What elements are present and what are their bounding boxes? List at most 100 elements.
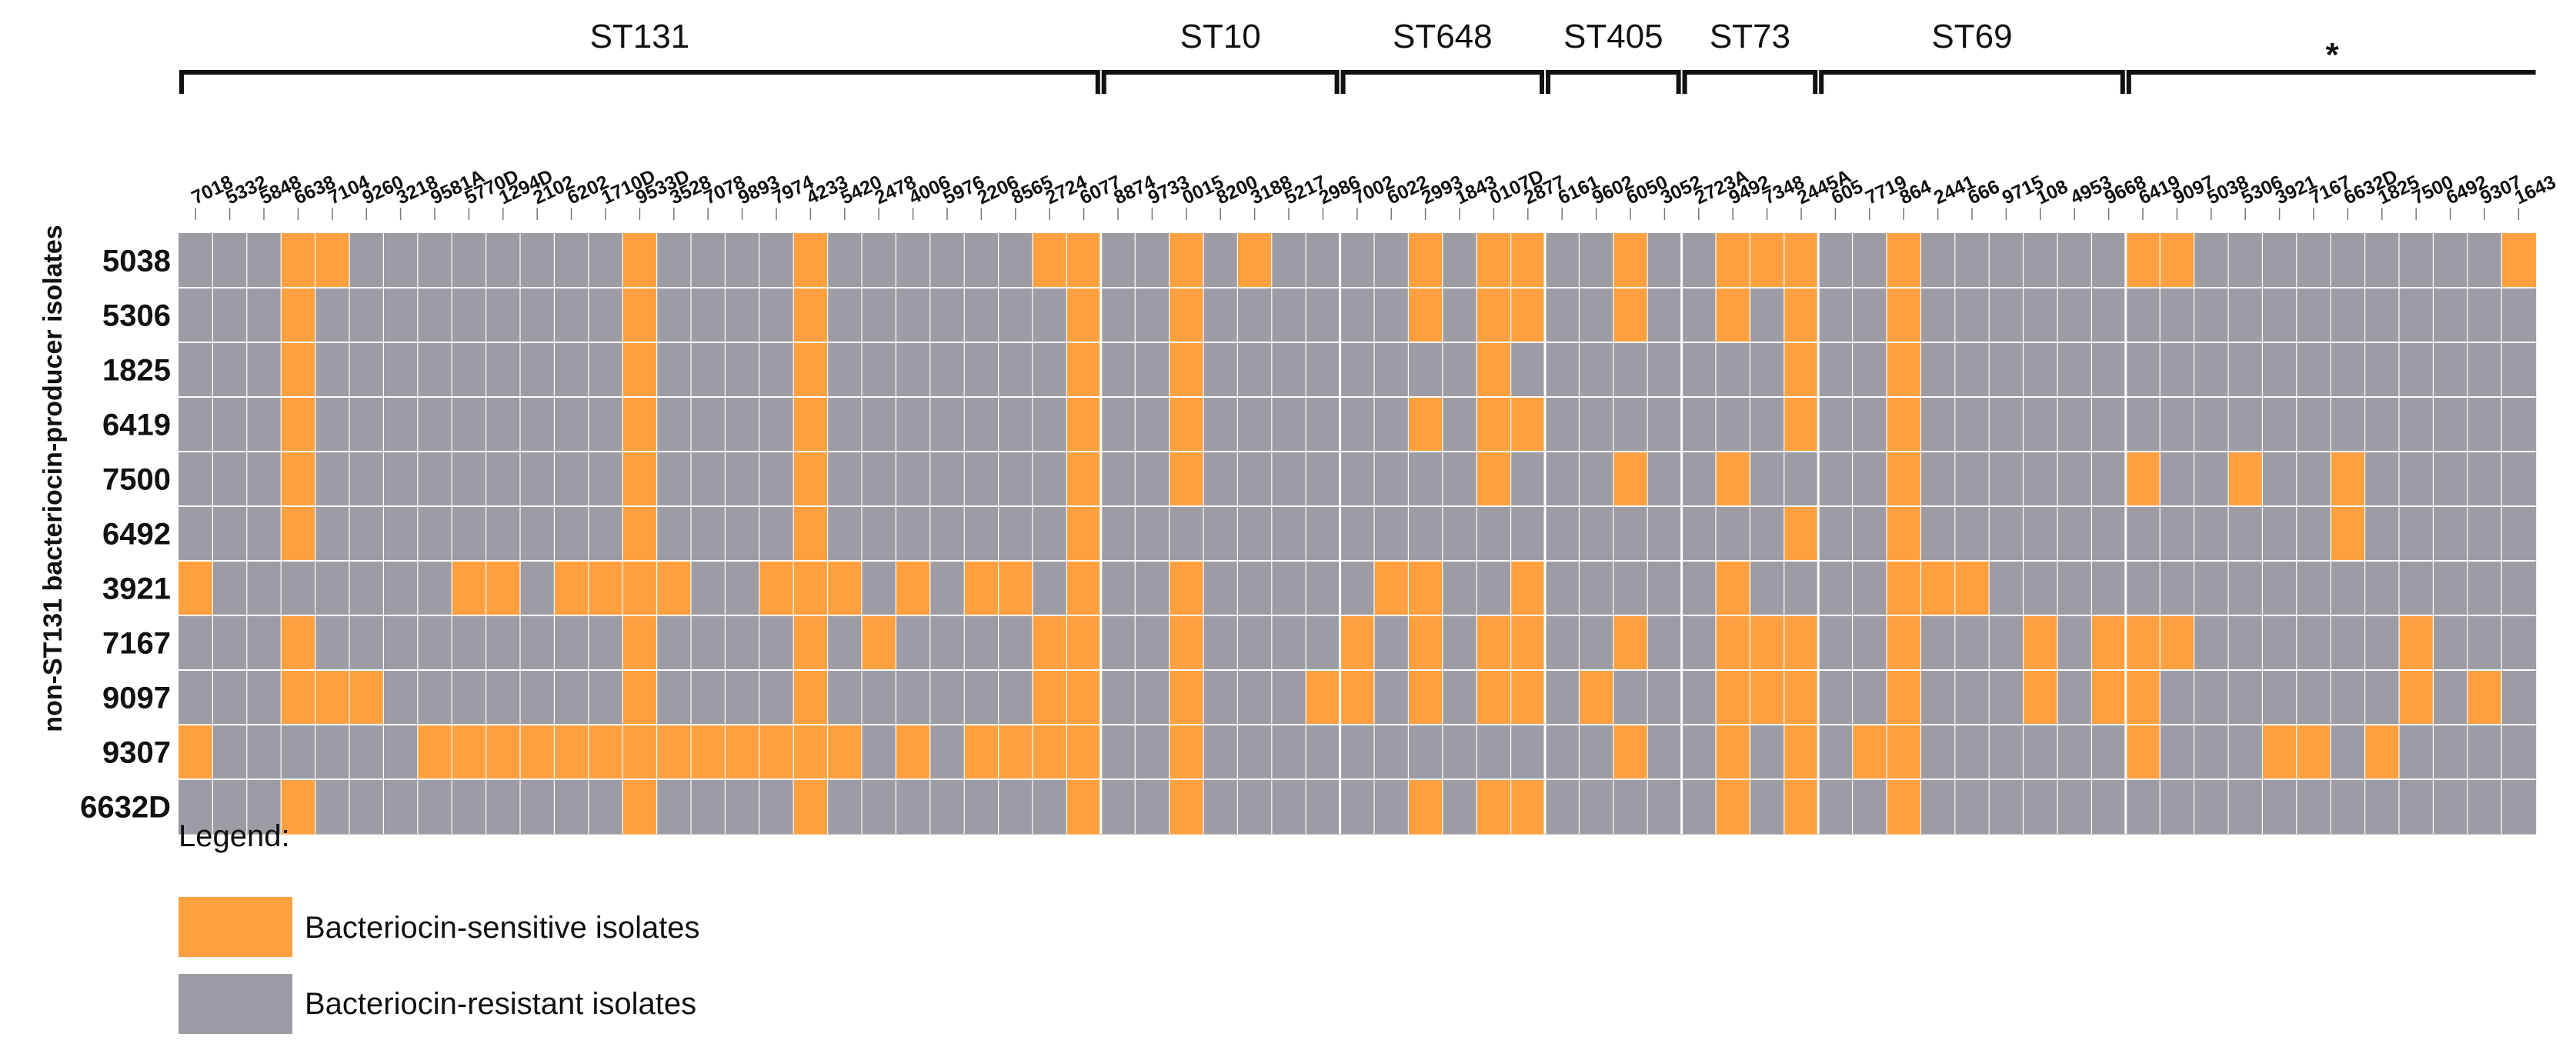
heatmap-cell bbox=[929, 342, 965, 398]
row-label: 6632D bbox=[80, 791, 171, 825]
heatmap-cell bbox=[1442, 288, 1477, 343]
heatmap-cell bbox=[1169, 725, 1204, 780]
heatmap-cell bbox=[1510, 561, 1546, 616]
heatmap-cell bbox=[1852, 779, 1887, 835]
heatmap-cell bbox=[1681, 725, 1717, 780]
heatmap-cell bbox=[793, 342, 829, 398]
heatmap-cell bbox=[2399, 452, 2434, 507]
heatmap-cell bbox=[622, 725, 658, 780]
heatmap-cell bbox=[486, 670, 521, 725]
heatmap-cell bbox=[452, 397, 487, 452]
heatmap-cell bbox=[1920, 725, 1956, 780]
heatmap-cell bbox=[417, 670, 452, 725]
heatmap-cell bbox=[349, 506, 384, 562]
heatmap-cell bbox=[691, 233, 726, 288]
heatmap-cell bbox=[759, 233, 794, 288]
heatmap-cell bbox=[929, 725, 965, 780]
heatmap-cell bbox=[793, 233, 829, 288]
heatmap-cell bbox=[1750, 233, 1785, 288]
heatmap-cell bbox=[2194, 288, 2229, 343]
heatmap-cell bbox=[1271, 452, 1306, 507]
heatmap-cell bbox=[964, 233, 999, 288]
heatmap-cell bbox=[1066, 779, 1102, 835]
heatmap-cell bbox=[383, 506, 419, 562]
heatmap-cell bbox=[1237, 288, 1273, 343]
heatmap-cell bbox=[383, 397, 419, 452]
heatmap-cell bbox=[1784, 725, 1819, 780]
heatmap-cell bbox=[1954, 725, 1990, 780]
heatmap-cell bbox=[2331, 233, 2366, 288]
heatmap-cell bbox=[486, 725, 521, 780]
heatmap-cell bbox=[1954, 233, 1990, 288]
heatmap-cell bbox=[1374, 670, 1409, 725]
heatmap-cell bbox=[1750, 397, 1785, 452]
heatmap-cell bbox=[1989, 725, 2024, 780]
heatmap-cell bbox=[1477, 288, 1512, 343]
heatmap-cell bbox=[2331, 725, 2366, 780]
heatmap-cell bbox=[1340, 288, 1375, 343]
heatmap-cell bbox=[2160, 342, 2195, 398]
heatmap-cell bbox=[246, 615, 282, 671]
heatmap-cell bbox=[2296, 506, 2331, 562]
heatmap-cell bbox=[1989, 288, 2024, 343]
heatmap-cell bbox=[1920, 506, 1956, 562]
heatmap-cell bbox=[1340, 561, 1375, 616]
heatmap-cell bbox=[862, 397, 896, 452]
legend-title: Legend: bbox=[179, 819, 290, 853]
heatmap-cell bbox=[2433, 452, 2468, 507]
heatmap-cell bbox=[691, 561, 726, 616]
heatmap-cell bbox=[656, 233, 692, 288]
heatmap-cell bbox=[588, 397, 623, 452]
heatmap-cell bbox=[998, 288, 1033, 343]
heatmap-cell bbox=[1442, 779, 1477, 835]
heatmap-cell bbox=[1203, 452, 1238, 507]
heatmap-cell bbox=[315, 506, 350, 562]
heatmap-cell bbox=[1818, 288, 1854, 343]
heatmap-cell bbox=[896, 779, 931, 835]
heatmap-cell bbox=[349, 615, 384, 671]
heatmap-cell bbox=[691, 452, 726, 507]
heatmap-cell bbox=[588, 725, 623, 780]
heatmap-cell bbox=[759, 779, 794, 835]
heatmap-cell bbox=[1100, 615, 1136, 671]
heatmap-cell bbox=[1408, 288, 1443, 343]
heatmap-cell bbox=[1579, 561, 1614, 616]
heatmap-cell bbox=[417, 342, 452, 398]
heatmap-cell bbox=[486, 452, 521, 507]
heatmap-cell bbox=[1887, 233, 1921, 288]
heatmap-cell bbox=[1374, 233, 1409, 288]
heatmap-cell bbox=[1408, 452, 1443, 507]
heatmap-cell bbox=[1887, 342, 1921, 398]
heatmap-cell bbox=[179, 779, 213, 835]
heatmap-cell bbox=[1681, 561, 1717, 616]
heatmap-cell bbox=[1750, 342, 1785, 398]
heatmap-cell bbox=[1033, 670, 1067, 725]
heatmap-cell bbox=[998, 779, 1033, 835]
heatmap-cell bbox=[1340, 452, 1375, 507]
heatmap-cell bbox=[1647, 452, 1683, 507]
heatmap-cell bbox=[246, 452, 282, 507]
heatmap-cell bbox=[212, 615, 248, 671]
heatmap-cell bbox=[2057, 452, 2092, 507]
heatmap-cell bbox=[1033, 615, 1067, 671]
heatmap-cell bbox=[383, 615, 419, 671]
heatmap-cell bbox=[452, 233, 487, 288]
heatmap-cell bbox=[1681, 615, 1717, 671]
heatmap-cell bbox=[862, 342, 896, 398]
heatmap-cell bbox=[520, 670, 555, 725]
heatmap-cell bbox=[1033, 233, 1067, 288]
heatmap-cell bbox=[1203, 615, 1238, 671]
heatmap-cell bbox=[1169, 452, 1204, 507]
heatmap-cell bbox=[827, 615, 863, 671]
heatmap-cell bbox=[1374, 615, 1409, 671]
heatmap-cell bbox=[1784, 452, 1819, 507]
heatmap-cell bbox=[2023, 288, 2058, 343]
heatmap-cell bbox=[691, 397, 726, 452]
heatmap-cell bbox=[2399, 342, 2434, 398]
heatmap-cell bbox=[896, 452, 931, 507]
heatmap-cell bbox=[1818, 725, 1854, 780]
heatmap-cell bbox=[2023, 670, 2058, 725]
heatmap-cell bbox=[1579, 342, 1614, 398]
heatmap-cell bbox=[1408, 779, 1443, 835]
grid-lines bbox=[179, 233, 2536, 834]
